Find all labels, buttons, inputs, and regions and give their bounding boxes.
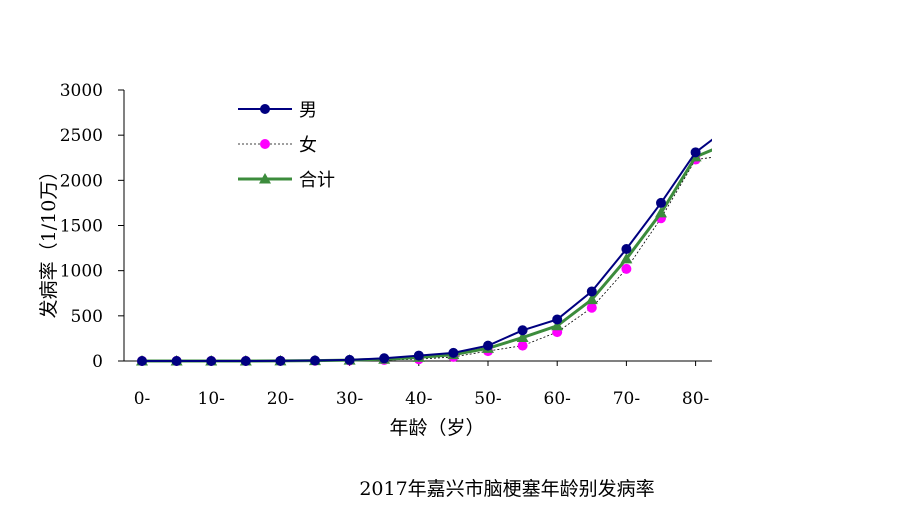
legend-item: 合计	[238, 170, 335, 191]
data-point	[517, 325, 528, 336]
data-point	[310, 355, 320, 366]
data-point	[621, 263, 632, 274]
x-tick-label: 50-	[474, 389, 501, 409]
data-point	[344, 354, 355, 365]
y-tick-label: 1500	[60, 217, 103, 237]
legend-label: 男	[299, 100, 317, 121]
x-axis: 0- 10- 20- 30- 40- 50- 60- 70- 80-	[124, 360, 712, 409]
data-point	[413, 350, 424, 361]
legend-marker	[260, 104, 270, 114]
data-point	[656, 197, 666, 208]
data-point	[551, 319, 564, 331]
data-point	[275, 355, 286, 366]
data-point	[171, 356, 182, 366]
chart-title: 2017年嘉兴市脑梗塞年龄别发病率	[359, 478, 654, 500]
data-point	[516, 331, 529, 343]
legend-label: 合计	[299, 170, 335, 191]
legend-label: 女	[299, 135, 317, 156]
series-2	[137, 154, 712, 366]
x-tick-label: 60-	[544, 389, 571, 409]
y-tick-label: 3000	[60, 81, 103, 101]
x-tick-label: 20-	[267, 389, 294, 409]
y-axis: 0 500 1000 1500 2000 2500 3000	[60, 81, 125, 372]
data-point	[379, 353, 390, 364]
data-point	[621, 243, 632, 254]
series-line	[142, 157, 712, 362]
x-tick-label: 0-	[134, 389, 151, 409]
data-point	[137, 356, 147, 366]
series-layer	[136, 138, 712, 366]
y-tick-label: 2500	[60, 126, 103, 146]
data-point	[586, 286, 597, 297]
data-point	[206, 356, 217, 366]
legend-marker	[260, 139, 270, 149]
data-point	[448, 347, 459, 358]
y-tick-label: 500	[71, 307, 103, 327]
data-point	[240, 356, 251, 366]
data-point	[620, 252, 633, 264]
legend-item: 男	[238, 100, 317, 121]
series-1	[137, 138, 712, 366]
series-line	[142, 138, 712, 362]
data-point	[552, 314, 563, 325]
x-tick-label: 30-	[336, 389, 363, 409]
legend-item: 女	[238, 135, 317, 156]
data-point	[585, 293, 598, 305]
x-axis-title: 年龄（岁）	[389, 417, 484, 439]
x-tick-label: 40-	[405, 389, 432, 409]
data-point	[517, 340, 528, 351]
series-line	[142, 148, 712, 363]
y-tick-label: 0	[92, 352, 103, 372]
data-point	[655, 206, 667, 218]
x-tick-label: 80-	[682, 389, 709, 409]
data-point	[483, 340, 493, 351]
y-tick-label: 1000	[60, 262, 103, 282]
x-tick-label: 70-	[613, 389, 640, 409]
data-point	[586, 302, 597, 313]
x-tick-label: 10-	[198, 389, 225, 409]
y-axis-title: 发病率（1/10万）	[38, 162, 60, 319]
series-3	[136, 148, 712, 366]
y-tick-label: 2000	[60, 171, 103, 191]
legend-marker	[259, 173, 271, 184]
data-point	[690, 147, 701, 158]
